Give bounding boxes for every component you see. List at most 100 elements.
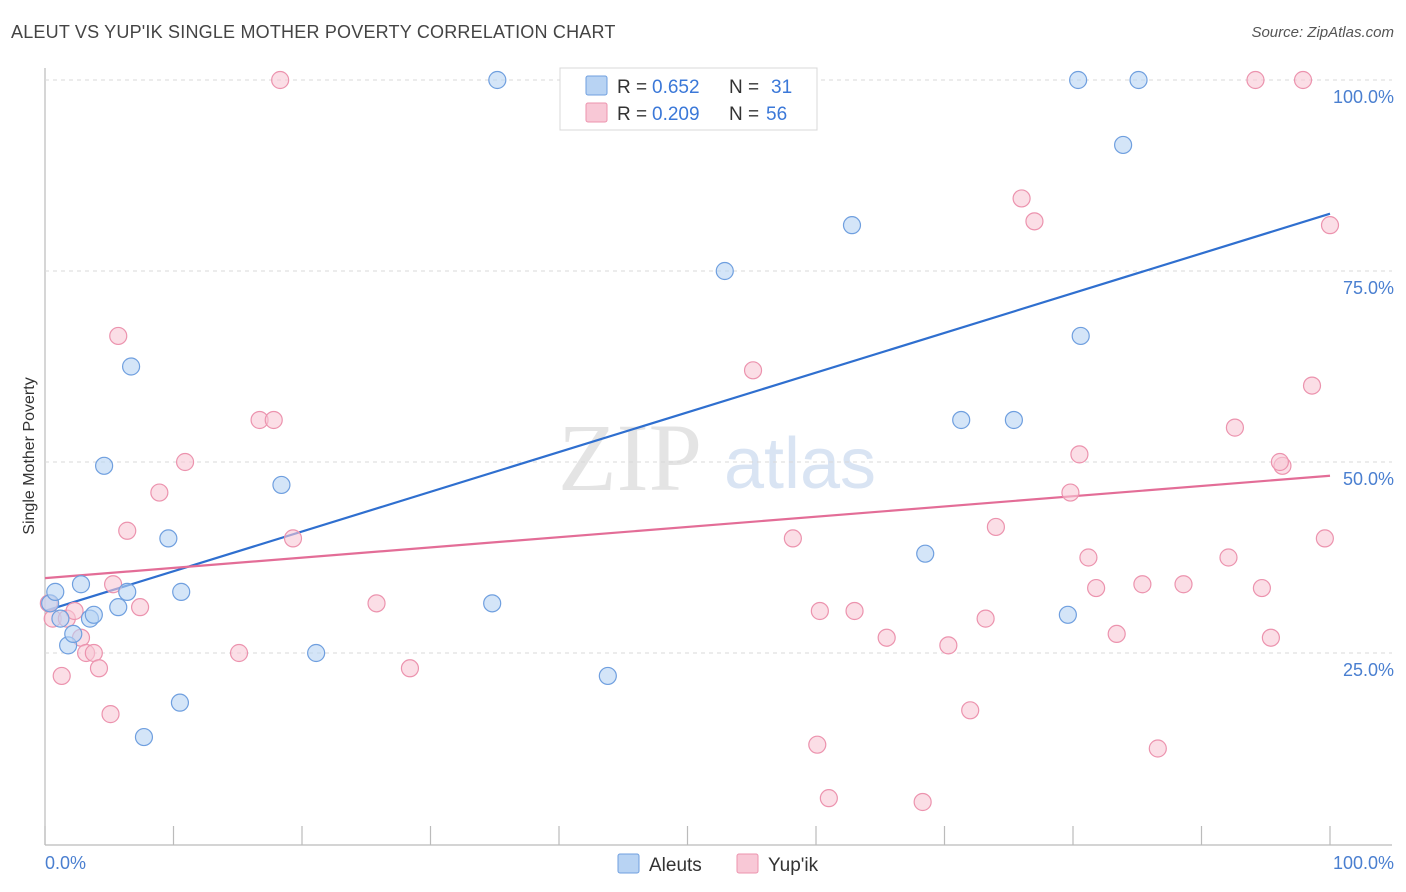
point-yupik-18 <box>264 410 283 430</box>
point-aleuts-29 <box>1114 135 1133 155</box>
point-aleuts-23 <box>916 544 935 563</box>
legend-top: R = 0.652 N = 31 R = 0.209 N = 56 <box>559 67 818 131</box>
point-yupik-29 <box>877 628 896 647</box>
watermark-zip: ZIP <box>558 404 702 511</box>
point-yupik-30 <box>913 792 932 812</box>
point-yupik-34 <box>986 517 1006 537</box>
legend-n-value-yupik: 56 <box>766 104 787 125</box>
point-yupik-10 <box>104 575 123 594</box>
point-yupik-36 <box>1025 212 1044 231</box>
point-yupik-39 <box>1079 548 1098 567</box>
legend-bottom-label-aleuts: Aleuts <box>649 855 702 876</box>
point-aleuts-8 <box>95 456 114 475</box>
point-yupik-31 <box>939 636 958 655</box>
y-tick-label-50: 50.0% <box>1343 469 1394 489</box>
legend-bottom-swatch-yupik <box>736 853 759 874</box>
x-tick-label-min: 0.0% <box>45 853 86 873</box>
point-yupik-9 <box>101 705 120 724</box>
legend-bottom: Aleuts Yup'ik <box>617 853 819 876</box>
legend-r-label-yupik: R = <box>617 104 647 125</box>
y-tick-label-100: 100.0% <box>1333 87 1394 107</box>
watermark-atlas: atlas <box>724 424 876 504</box>
x-ticks <box>44 826 1331 845</box>
legend-r-value-aleuts: 0.652 <box>652 77 700 98</box>
point-aleuts-18 <box>483 594 502 613</box>
point-aleuts-1 <box>46 582 65 601</box>
point-aleuts-30 <box>1129 70 1148 90</box>
legend-n-label-yupik: N = <box>729 104 759 125</box>
point-yupik-22 <box>400 659 420 678</box>
point-yupik-13 <box>130 598 150 617</box>
trend-lines <box>44 212 1331 613</box>
legend-bottom-label-yupik: Yup'ik <box>768 855 819 876</box>
point-aleuts-21 <box>715 261 734 281</box>
point-aleuts-27 <box>1069 70 1088 90</box>
point-yupik-32 <box>961 701 980 720</box>
point-yupik-55 <box>1270 452 1289 472</box>
point-yupik-45 <box>1219 548 1238 567</box>
point-yupik-15 <box>175 452 195 472</box>
point-yupik-51 <box>1293 70 1313 90</box>
point-aleuts-16 <box>272 475 291 495</box>
point-yupik-12 <box>118 521 137 540</box>
y-axis-label: Single Mother Poverty <box>21 377 38 534</box>
point-yupik-4 <box>65 601 84 621</box>
legend-swatch-yupik <box>585 102 608 123</box>
point-yupik-38 <box>1070 445 1089 464</box>
legend-n-value-aleuts: 31 <box>771 77 792 98</box>
point-aleuts-4 <box>64 624 83 644</box>
point-yupik-48 <box>1252 578 1271 598</box>
point-yupik-53 <box>1315 529 1334 548</box>
point-yupik-47 <box>1246 70 1265 90</box>
point-yupik-20 <box>283 529 303 548</box>
point-yupik-49 <box>1261 628 1280 647</box>
trend-line-yupik <box>44 474 1331 580</box>
point-yupik-41 <box>1107 624 1126 644</box>
legend-bottom-swatch-aleuts <box>617 853 640 874</box>
point-yupik-37 <box>1061 483 1080 502</box>
point-aleuts-14 <box>172 582 191 601</box>
point-yupik-46 <box>1225 418 1245 437</box>
point-aleuts-2 <box>51 609 70 628</box>
gridlines <box>45 79 1392 654</box>
point-yupik-28 <box>845 601 864 621</box>
point-aleuts-25 <box>1004 410 1023 430</box>
point-yupik-42 <box>1133 575 1152 594</box>
point-yupik-11 <box>109 326 128 346</box>
watermark: ZIP atlas <box>558 404 876 511</box>
point-yupik-7 <box>84 643 103 663</box>
point-yupik-33 <box>976 609 995 628</box>
point-yupik-2 <box>52 666 71 686</box>
point-aleuts-9 <box>109 598 128 617</box>
y-tick-labels: 25.0% 50.0% 75.0% 100.0% <box>1333 87 1394 680</box>
legend-n-label-aleuts: N = <box>729 77 759 98</box>
point-aleuts-13 <box>159 529 178 548</box>
legend-r-label-aleuts: R = <box>617 77 647 98</box>
point-yupik-35 <box>1012 189 1031 208</box>
source-label: Source: ZipAtlas.com <box>1251 24 1394 41</box>
point-yupik-25 <box>808 735 827 754</box>
chart-title: ALEUT VS YUP'IK SINGLE MOTHER POVERTY CO… <box>11 22 616 42</box>
point-yupik-23 <box>743 361 763 380</box>
point-yupik-52 <box>1302 376 1322 395</box>
point-aleuts-12 <box>134 727 154 747</box>
point-aleuts-7 <box>84 605 103 624</box>
point-yupik-27 <box>819 789 838 808</box>
point-aleuts-28 <box>1071 326 1090 346</box>
y-tick-label-25: 25.0% <box>1343 660 1394 680</box>
point-yupik-43 <box>1148 739 1167 758</box>
point-yupik-26 <box>810 601 829 621</box>
point-aleuts-5 <box>71 575 91 594</box>
point-yupik-24 <box>783 529 802 548</box>
point-yupik-8 <box>89 659 109 678</box>
data-points <box>39 70 1340 812</box>
legend-r-value-yupik: 0.209 <box>652 104 700 125</box>
y-tick-label-75: 75.0% <box>1343 278 1394 298</box>
point-aleuts-20 <box>598 666 617 686</box>
point-yupik-21 <box>367 594 386 613</box>
point-aleuts-24 <box>952 410 971 430</box>
x-tick-label-max: 100.0% <box>1333 853 1394 873</box>
point-yupik-14 <box>150 483 169 502</box>
point-yupik-44 <box>1174 575 1193 594</box>
point-aleuts-10 <box>118 582 137 601</box>
